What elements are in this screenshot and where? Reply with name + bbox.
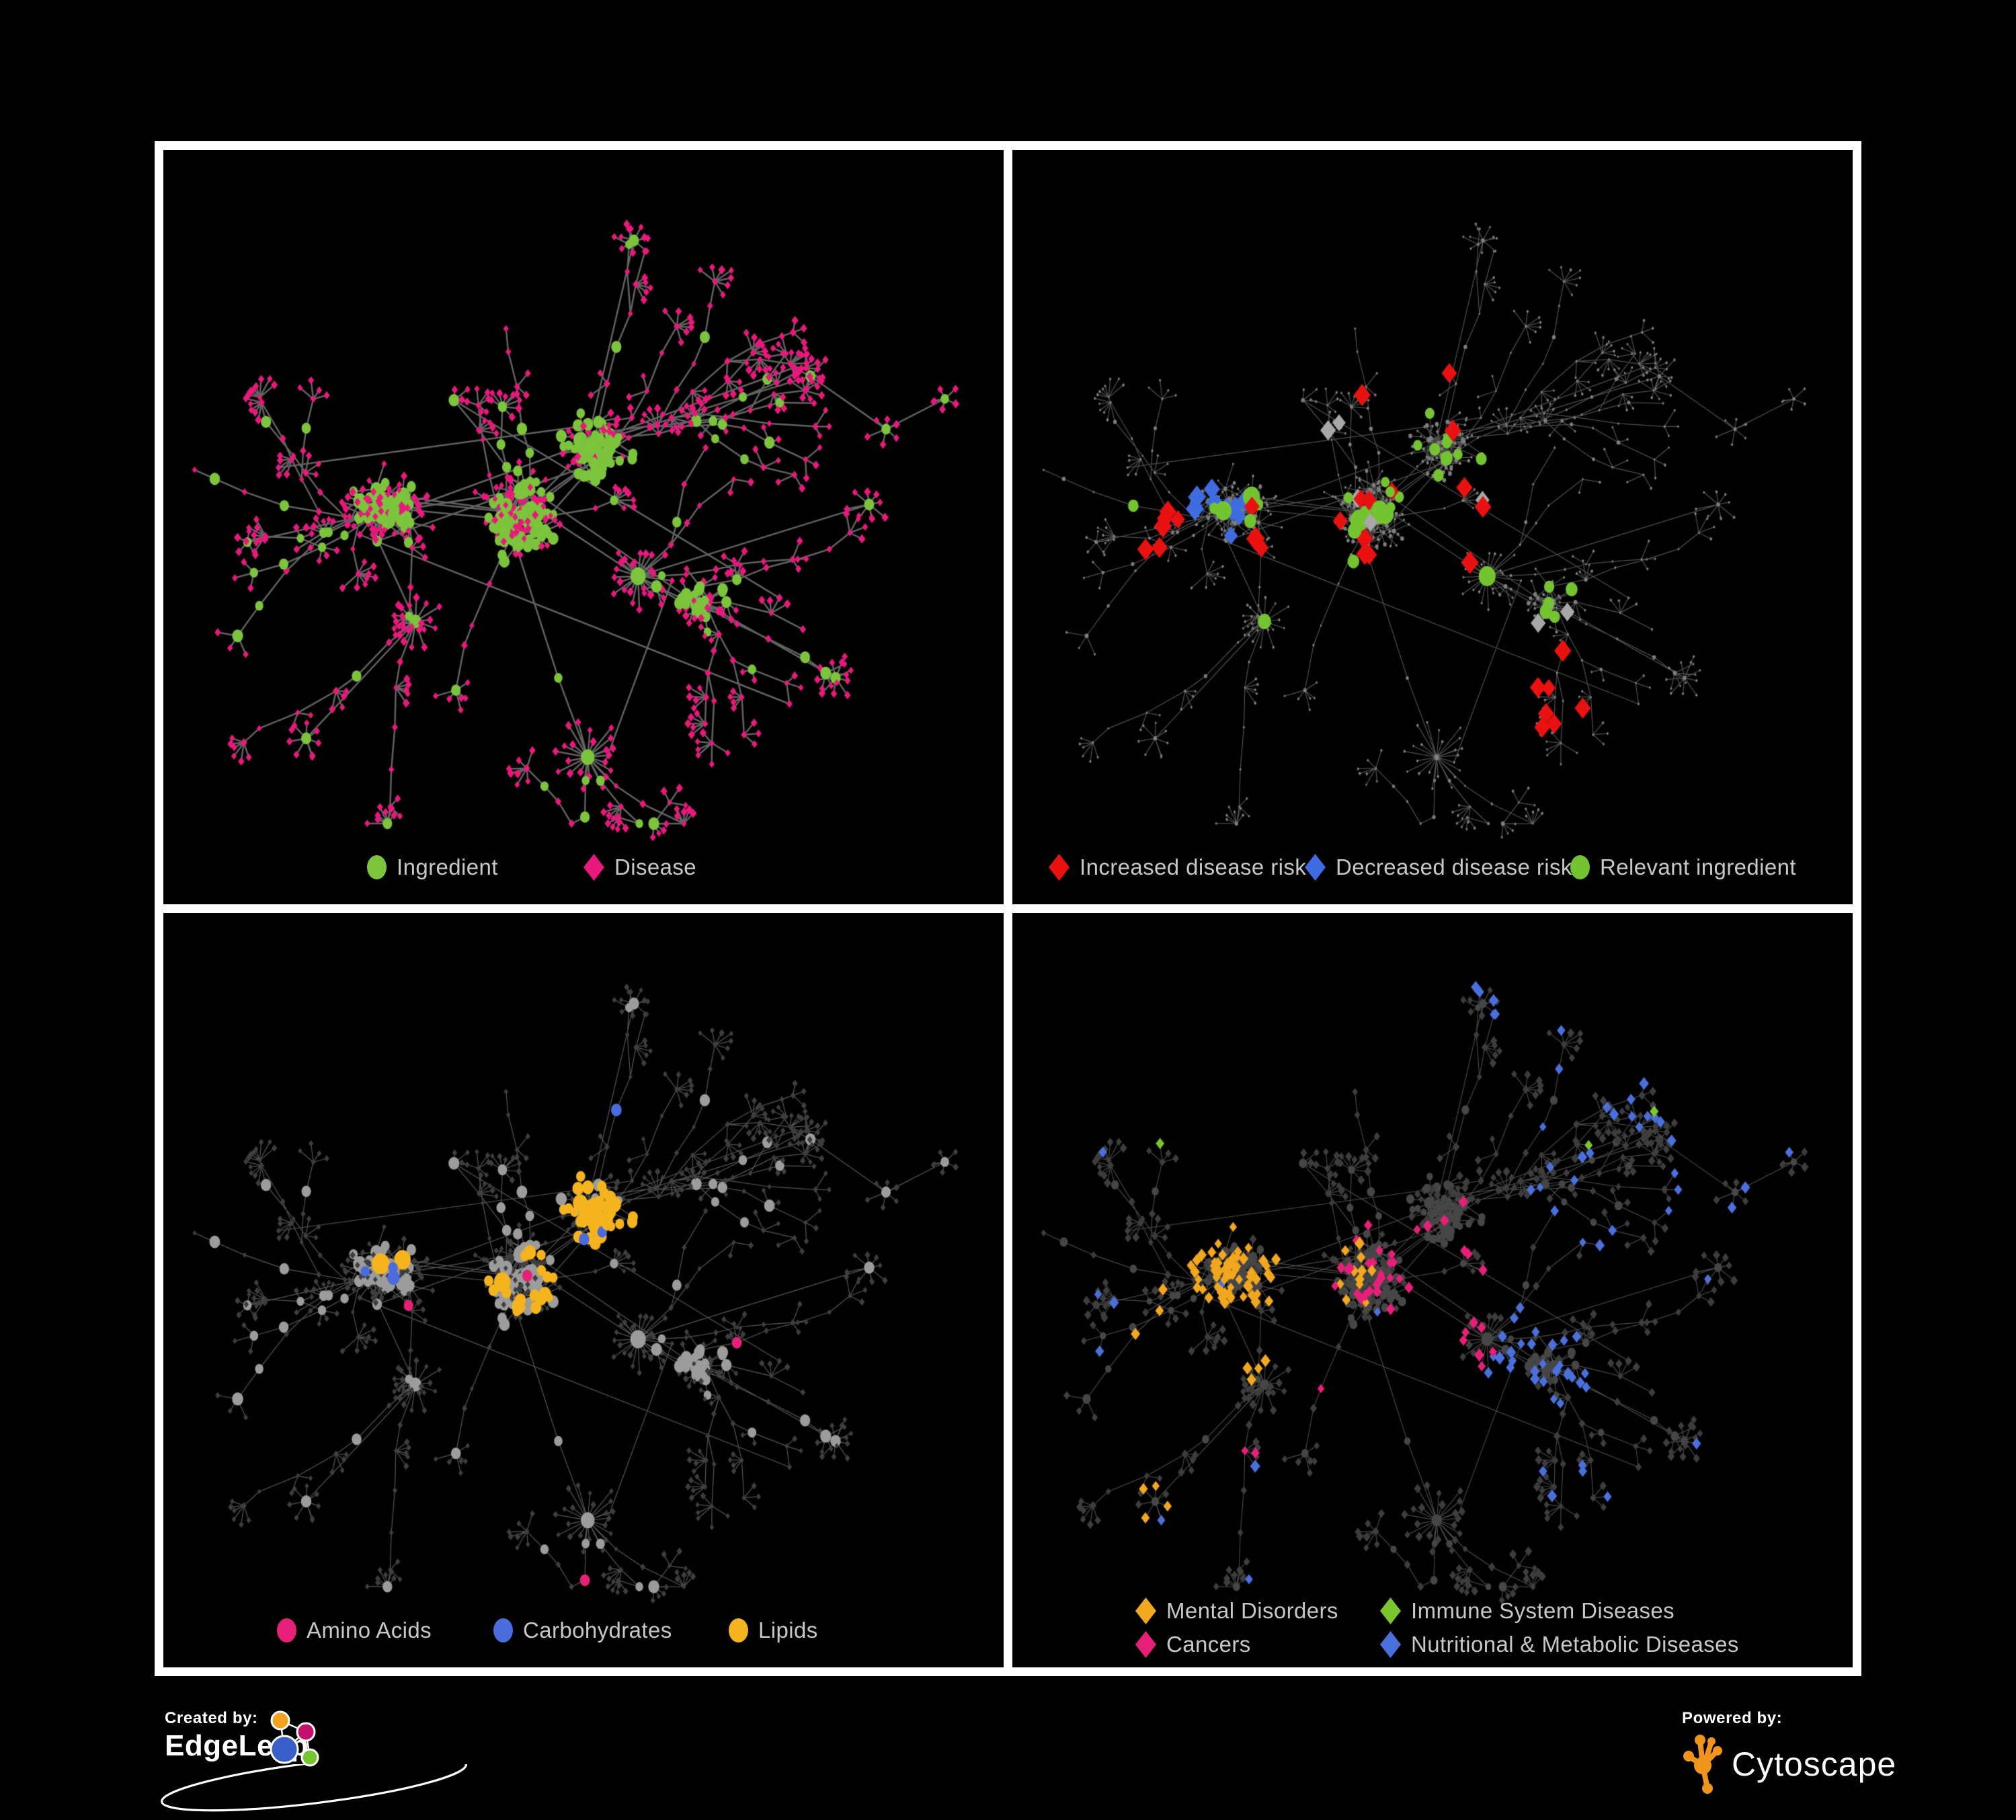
created-by-label: Created by: xyxy=(165,1709,258,1727)
cytoscape-brand-row: Cytoscape xyxy=(1682,1732,1964,1796)
cytoscape-wordmark: Cytoscape xyxy=(1732,1745,1897,1783)
powered-by-label: Powered by: xyxy=(1682,1709,1783,1727)
panel-grid: Ingredient Disease Increased disease ris… xyxy=(155,141,1861,1676)
cytoscape-logo-icon xyxy=(1683,1735,1722,1794)
edgeleap-brand-row: EdgeLeap xyxy=(161,1710,514,1812)
cytoscape-credit: Powered by: Cytoscape xyxy=(1682,1709,1964,1794)
edgeleap-logo-icon xyxy=(270,1710,319,1767)
panel-macronutrients: Amino Acids Carbohydrates Lipids xyxy=(163,913,1004,1667)
edgeleap-swoosh-icon xyxy=(161,1764,467,1812)
network-macronutrients xyxy=(163,913,1004,1667)
edgeleap-credit: Created by: EdgeLeap xyxy=(161,1709,514,1812)
network-disease-risk xyxy=(1012,150,1853,904)
panel-disease-risk: Increased disease risk Decreased disease… xyxy=(1012,150,1853,904)
panel-disease-categories: Mental Disorders Immune System Diseases … xyxy=(1012,913,1853,1667)
network-disease-categories xyxy=(1012,913,1853,1667)
network-ingredient-disease xyxy=(163,150,1004,904)
panel-ingredient-disease: Ingredient Disease xyxy=(163,150,1004,904)
